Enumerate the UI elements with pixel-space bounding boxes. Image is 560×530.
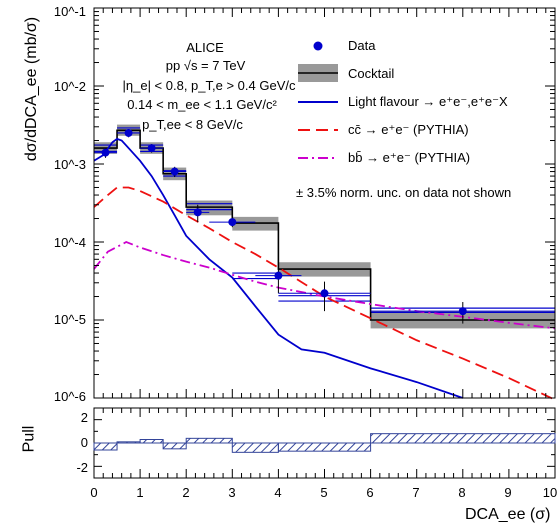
eta-pt-cut-label: |η_e| < 0.8, p_T,e > 0.4 GeV/c (122, 78, 296, 93)
x-tick-label: 10 (542, 485, 558, 500)
y-tick-label: 10^-4 (53, 235, 86, 250)
y-tick-label: 10^-2 (53, 79, 86, 94)
mass-cut-label: 0.14 < m_ee < 1.1 GeV/c² (127, 97, 277, 112)
lf-curve (93, 137, 464, 399)
pull-bar (162, 442, 187, 450)
pull-tick-label: 2 (80, 410, 88, 425)
data-point (193, 208, 202, 217)
pull-panel (93, 407, 556, 479)
data-point (228, 218, 237, 227)
data-point (274, 271, 283, 280)
pull-bar (116, 441, 141, 444)
pull-bar (277, 442, 372, 452)
x-tick-label: 5 (320, 485, 328, 500)
pull-axis-title: Pull (20, 425, 38, 453)
main-panel (93, 7, 556, 401)
ptee-cut-label: p_T,ee < 8 GeV/c (142, 117, 243, 132)
pull-bar (185, 437, 233, 444)
x-axis-title: DCA_ee (σ) (465, 506, 551, 523)
cc-curve (93, 186, 556, 401)
pull-tick-label: -2 (76, 460, 88, 475)
legend-data-marker (313, 41, 323, 51)
x-tick-label: 8 (458, 485, 466, 500)
x-tick-label: 2 (182, 485, 190, 500)
pull-bar (139, 439, 164, 444)
pull-tick-label: 0 (80, 435, 88, 450)
legend-lf-label: Light flavour → e⁺e⁻,e⁺e⁻X (348, 94, 508, 109)
experiment-label: ALICE (186, 40, 224, 55)
bb-curve (93, 241, 556, 330)
pull-bar (231, 442, 279, 453)
data-point (147, 144, 156, 153)
x-tick-label: 4 (274, 485, 282, 500)
x-tick-label: 0 (90, 485, 98, 500)
collision-label: pp √s = 7 TeV (165, 58, 246, 73)
y-tick-label: 10^-1 (53, 4, 86, 19)
data-point (458, 307, 467, 316)
legend-cocktail-label: Cocktail (348, 66, 395, 81)
norm-uncertainty-note: ± 3.5% norm. unc. on data not shown (296, 185, 512, 200)
legend-bb-label: bb̄ → e⁺e⁻ (PYTHIA) (348, 150, 471, 165)
legend-data-label: Data (348, 38, 376, 53)
y-axis-title: dσ/dDCA_ee (mb/σ) (23, 16, 40, 162)
x-tick-label: 3 (228, 485, 236, 500)
data-point (170, 167, 179, 176)
x-tick-label: 6 (366, 485, 374, 500)
pull-bar (93, 442, 118, 451)
data-point (101, 148, 110, 157)
pull-bar (370, 433, 556, 444)
x-tick-label: 1 (136, 485, 144, 500)
x-tick-label: 7 (412, 485, 420, 500)
data-point (320, 289, 329, 298)
y-tick-label: 10^-6 (53, 389, 86, 404)
legend-cc-label: cc̄ → e⁺e⁻ (PYTHIA) (348, 122, 469, 137)
y-tick-label: 10^-5 (53, 312, 86, 327)
data-point (124, 128, 133, 137)
x-tick-label: 9 (504, 485, 512, 500)
y-tick-label: 10^-3 (53, 157, 86, 172)
